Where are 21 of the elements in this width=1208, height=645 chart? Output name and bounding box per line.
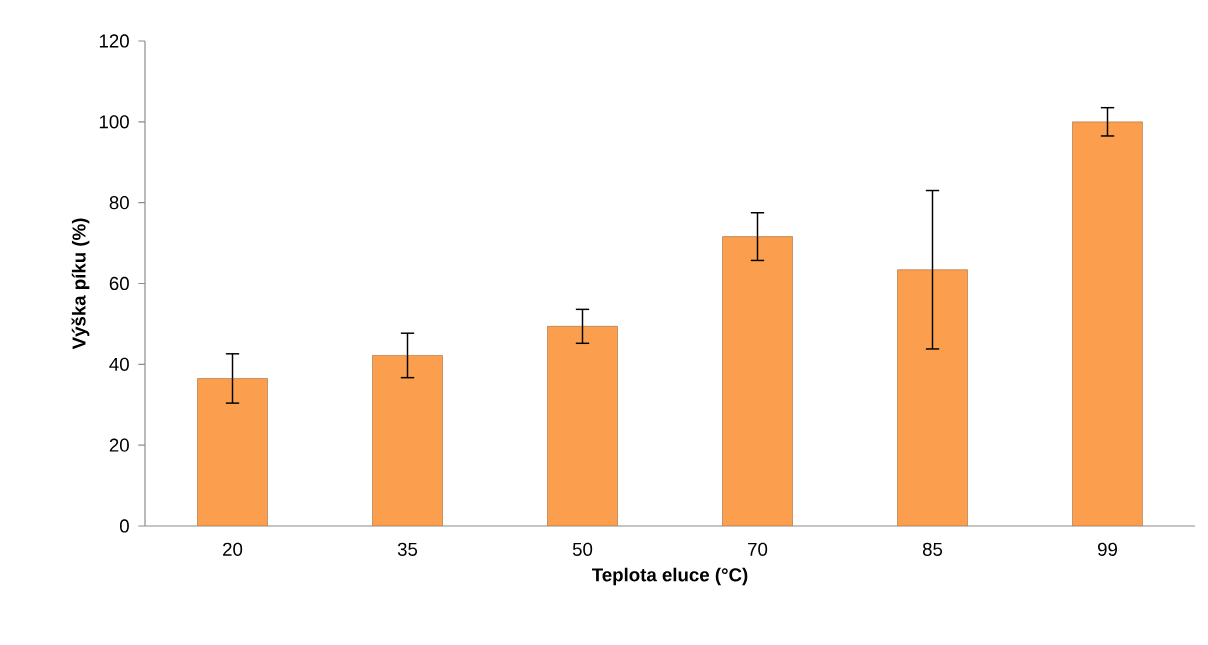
bar <box>722 236 793 526</box>
y-axis-title: Výška píku (%) <box>71 218 90 350</box>
y-tick-label: 120 <box>99 34 129 48</box>
y-tick-label: 60 <box>109 276 129 291</box>
x-tick-label: 99 <box>1098 542 1117 556</box>
y-tick-label: 80 <box>109 196 129 210</box>
bar <box>1072 121 1143 526</box>
bar <box>197 378 268 526</box>
x-axis-title: Teplota eluce (°C) <box>591 567 748 586</box>
y-tick-label: 40 <box>109 357 129 371</box>
x-tick-label: 20 <box>223 542 243 556</box>
x-tick-label: 50 <box>572 542 593 556</box>
x-tick-label: 35 <box>397 542 418 556</box>
bar <box>547 326 618 526</box>
y-tick-label: 20 <box>109 438 129 452</box>
bar <box>897 269 968 526</box>
bar <box>372 355 443 526</box>
x-tick-label: 70 <box>748 542 768 556</box>
y-tick-label: 0 <box>119 519 129 533</box>
x-tick-label: 85 <box>922 542 943 556</box>
y-tick-label: 100 <box>99 115 129 129</box>
